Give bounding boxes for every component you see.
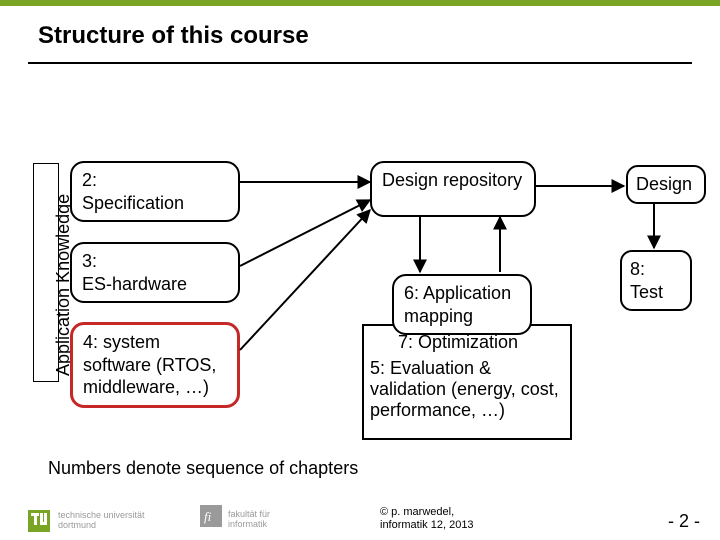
slide: Structure of this course Application Kno…: [0, 0, 720, 540]
box-design-repository: Design repository: [370, 161, 536, 217]
fi-text: fakultät fürinformatik: [228, 509, 270, 529]
label-evaluation: 5: Evaluation & validation (energy, cost…: [370, 358, 566, 421]
credit: © p. marwedel,informatik 12, 2013: [380, 506, 474, 532]
box-test: 8: Test: [620, 250, 692, 311]
box-design: Design: [626, 165, 706, 204]
label-optimization: 7: Optimization: [398, 332, 538, 353]
box-es-hardware: 3: ES-hardware: [70, 242, 240, 303]
page-number: - 2 -: [668, 511, 700, 532]
accent-top-bar: [0, 0, 720, 6]
page-title: Structure of this course: [38, 22, 309, 50]
logo-tu: technische universitätdortmund: [28, 510, 145, 532]
tu-square-icon: [28, 510, 50, 532]
caption: Numbers denote sequence of chapters: [48, 458, 358, 480]
logo-fi: fi fakultät fürinformatik: [200, 505, 270, 532]
title-rule: [28, 62, 692, 64]
box-application-mapping: 6: Application mapping: [392, 274, 532, 335]
svg-text:fi: fi: [204, 509, 212, 524]
box-system-software: 4: system software (RTOS, middleware, …): [70, 322, 240, 408]
tu-text: technische universitätdortmund: [58, 511, 145, 531]
fi-square-icon: fi: [200, 505, 222, 532]
box-specification: 2: Specification: [70, 161, 240, 222]
